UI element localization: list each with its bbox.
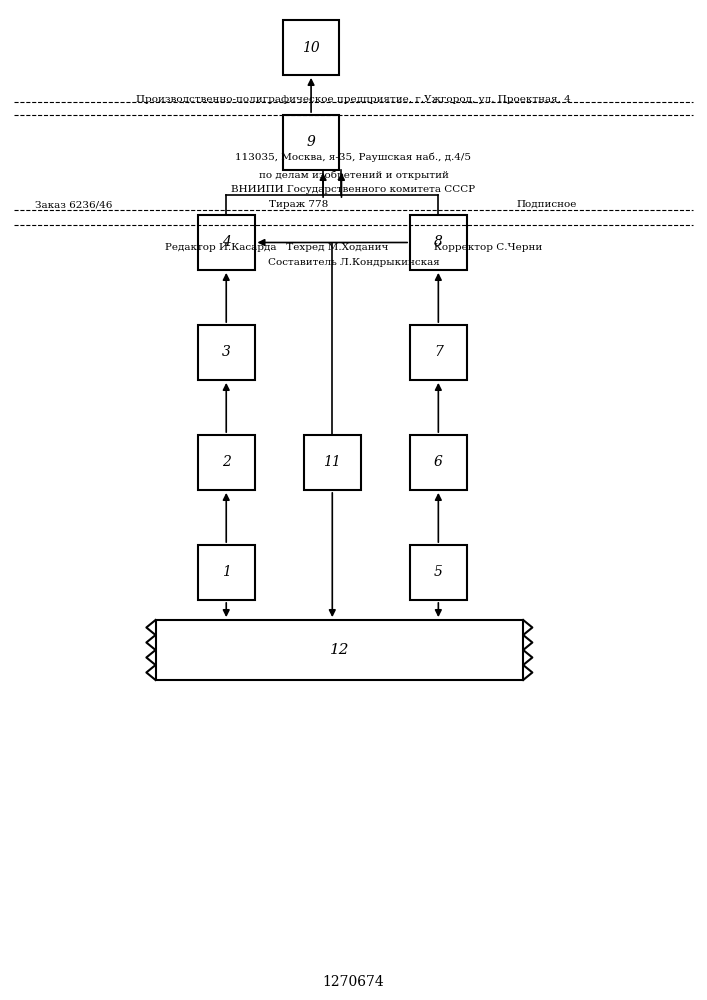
Bar [410, 215, 467, 270]
Text: 6: 6 [434, 456, 443, 470]
Bar [198, 325, 255, 380]
Text: 4: 4 [222, 235, 230, 249]
Text: 3: 3 [222, 346, 230, 360]
Text: 12: 12 [329, 643, 349, 657]
Text: 7: 7 [434, 346, 443, 360]
Text: 9: 9 [307, 135, 315, 149]
Bar [410, 325, 467, 380]
Text: Составитель Л.Кондрыкинская: Составитель Л.Кондрыкинская [268, 258, 439, 267]
Text: 1270674: 1270674 [322, 975, 385, 989]
Bar [198, 215, 255, 270]
Text: 11: 11 [323, 456, 341, 470]
Bar [410, 435, 467, 490]
Text: Редактор И.Касарда   Техред М.Ходанич              Корректор С.Черни: Редактор И.Касарда Техред М.Ходанич Корр… [165, 243, 542, 252]
Bar [283, 115, 339, 170]
Text: 1: 1 [222, 566, 230, 580]
Text: Тираж 778: Тираж 778 [269, 200, 328, 209]
Text: 8: 8 [434, 235, 443, 249]
Bar [283, 20, 339, 75]
Text: по делам изобретений и открытий: по делам изобретений и открытий [259, 170, 448, 180]
Text: Заказ 6236/46: Заказ 6236/46 [35, 200, 112, 209]
Text: 10: 10 [302, 40, 320, 54]
Bar [198, 435, 255, 490]
Text: Производственно-полиграфическое предприятие, г.Ужгород, ул. Проектная, 4: Производственно-полиграфическое предприя… [136, 95, 571, 104]
Text: ВНИИПИ Государственного комитета СССР: ВНИИПИ Государственного комитета СССР [231, 185, 476, 194]
Text: 2: 2 [222, 456, 230, 470]
Text: 113035, Москва, я-35, Раушская наб., д.4/5: 113035, Москва, я-35, Раушская наб., д.4… [235, 152, 472, 161]
Text: Подписное: Подписное [516, 200, 576, 209]
Bar [304, 435, 361, 490]
Bar [156, 620, 523, 680]
Bar [410, 545, 467, 600]
Bar [198, 545, 255, 600]
Text: 5: 5 [434, 566, 443, 580]
